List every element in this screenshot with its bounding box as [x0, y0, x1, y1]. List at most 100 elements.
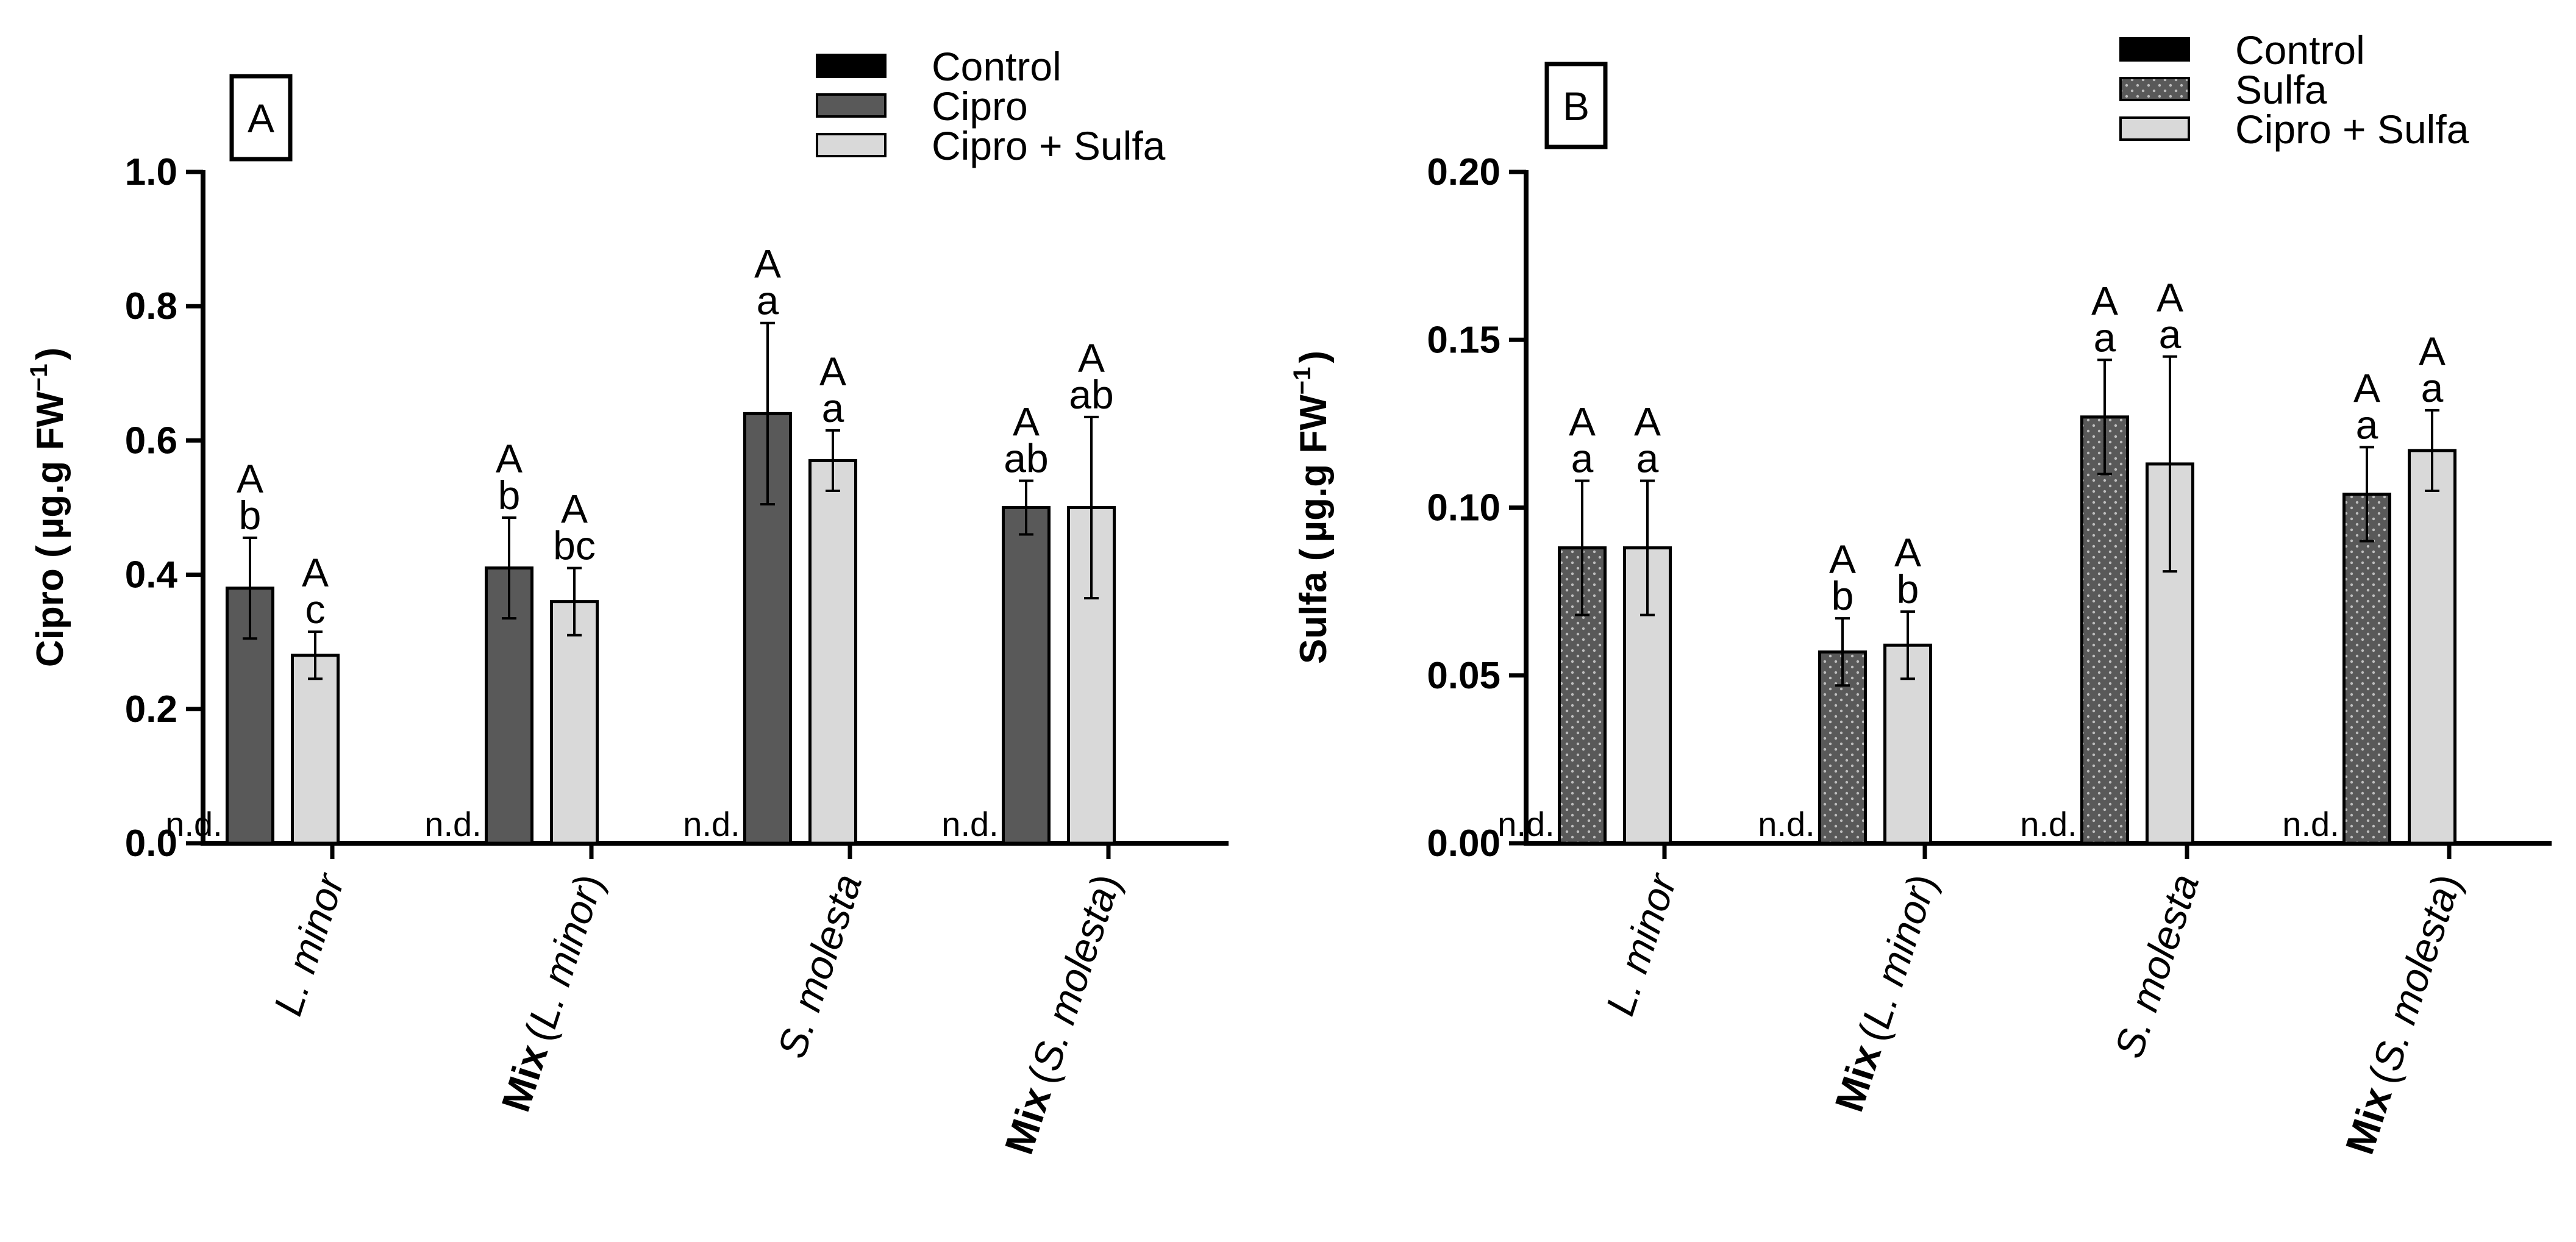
significance-lower-letter: a	[1636, 435, 1659, 480]
significance-lower-letter: a	[757, 278, 779, 323]
category-italic-part: L. minor	[265, 867, 353, 1021]
y-axis-label-close: )	[1293, 351, 1335, 363]
nd-label: n.d.	[2282, 805, 2339, 843]
x-category-label: L. minor	[1597, 867, 1685, 1021]
nd-label: n.d.	[2020, 805, 2077, 843]
significance-lower-letter: ab	[1069, 372, 1113, 417]
y-tick-label: 0.6	[125, 419, 177, 462]
significance-upper-letter: A	[2353, 365, 2380, 410]
x-category-label: Mix(S. molesta)	[996, 868, 1129, 1159]
nd-label: n.d.	[1758, 805, 1814, 843]
significance-upper-letter: A	[1829, 537, 1856, 582]
significance-upper-letter: A	[1634, 399, 1661, 444]
significance-lower-letter: b	[239, 493, 262, 538]
nd-label: n.d.	[1497, 805, 1554, 843]
significance-lower-letter: b	[1897, 566, 1919, 612]
category-italic-part: L. minor	[519, 880, 608, 1033]
significance-upper-letter: A	[237, 456, 263, 501]
category-bold-part: Mix	[493, 1039, 556, 1117]
panel-label-box	[1544, 62, 1608, 149]
category-bold-part: Mix	[2336, 1082, 2400, 1160]
legend-label: Cipro	[932, 84, 1028, 129]
legend-swatch-dark-gray	[816, 93, 887, 118]
y-tick-label: 0.8	[125, 285, 177, 327]
bar	[2408, 449, 2456, 845]
bar	[550, 600, 599, 845]
significance-upper-letter: A	[819, 349, 846, 394]
category-bold-part: Mix	[996, 1082, 1059, 1160]
significance-lower-letter: a	[1571, 435, 1594, 480]
legend-swatch-solid-black	[816, 54, 887, 78]
nd-label: n.d.	[424, 805, 481, 843]
legend-label: Cipro + Sulfa	[2235, 107, 2469, 152]
legend-swatch-solid-black	[2119, 37, 2190, 62]
legend-label: Cipro + Sulfa	[932, 123, 1166, 168]
bar	[2080, 415, 2129, 845]
y-axis-label-unit: µg.g FW	[1293, 394, 1335, 543]
y-axis-label-main: Sulfa (	[1293, 548, 1335, 664]
significance-upper-letter: A	[1894, 530, 1921, 575]
panel-b: 0.00 0.05 0.10 0.15 0.20 Sulfa (µg.g FW−1) B Co…	[1289, 27, 2552, 1160]
legend-label: Sulfa	[2235, 67, 2327, 112]
x-category-label: S. molesta	[2106, 868, 2208, 1063]
significance-lower-letter: a	[2094, 315, 2116, 360]
x-category-label: Mix(S. molesta)	[2336, 868, 2469, 1159]
significance-upper-letter: A	[2091, 278, 2118, 323]
panel-label: B	[1563, 84, 1589, 129]
significance-upper-letter: A	[1013, 399, 1040, 444]
x-category-label: Mix(L. minor)	[493, 868, 612, 1116]
y-axis-label-close: )	[29, 348, 71, 360]
significance-lower-letter: ab	[1004, 435, 1048, 480]
significance-lower-letter: a	[2159, 312, 2182, 357]
legend-label: Control	[932, 44, 1061, 89]
y-axis-label-unit: µg.g FW	[29, 391, 71, 540]
legend-swatch-light-gray	[816, 133, 887, 157]
significance-lower-letter: a	[2421, 365, 2444, 410]
legend-swatch-dotted-dark	[2119, 77, 2190, 101]
y-tick-label: 0.20	[1427, 151, 1500, 193]
legend-swatch-light-gray	[2119, 116, 2190, 141]
panel-label-box	[229, 74, 293, 162]
nd-label: n.d.	[165, 805, 222, 843]
category-bold-part: Mix	[1826, 1039, 1889, 1117]
bar	[1002, 506, 1051, 845]
category-italic-part: S. molesta	[2106, 868, 2208, 1063]
significance-upper-letter: A	[561, 487, 588, 532]
category-italic-part: L. minor	[1853, 880, 1941, 1033]
y-tick-label: 0.10	[1427, 487, 1500, 529]
y-axis-label: Sulfa (µg.g FW−1)	[1289, 351, 1335, 664]
y-tick-label: 0.4	[125, 554, 178, 596]
x-category-label: Mix(L. minor)	[1826, 868, 1945, 1116]
significance-lower-letter: bc	[553, 523, 596, 568]
y-axis-label: Cipro ( µg.g FW−1)	[26, 348, 71, 667]
y-tick-label: 0.05	[1427, 655, 1500, 697]
significance-upper-letter: A	[302, 550, 329, 595]
y-axis-label-main: Cipro (	[29, 545, 71, 667]
y-tick-label: 1.0	[125, 151, 177, 193]
significance-upper-letter: A	[754, 241, 781, 287]
bar	[291, 654, 340, 845]
significance-lower-letter: b	[1832, 573, 1854, 618]
y-tick-label: 0.2	[125, 688, 177, 730]
panel-label: A	[248, 96, 274, 141]
significance-upper-letter: A	[1569, 399, 1596, 444]
category-italic-part: S. molesta	[2364, 881, 2466, 1076]
significance-lower-letter: b	[498, 473, 521, 518]
significance-lower-letter: a	[822, 385, 844, 430]
y-axis-label-exponent: −1	[26, 363, 52, 391]
bar	[2342, 492, 2391, 845]
significance-upper-letter: A	[496, 436, 523, 481]
y-tick-label: 0.0	[125, 823, 177, 865]
y-tick-label: 0.00	[1427, 823, 1500, 865]
category-italic-part: S. molesta	[1023, 881, 1125, 1076]
y-tick-label: 0.15	[1427, 319, 1500, 361]
category-italic-part: S. molesta	[769, 868, 871, 1063]
significance-lower-letter: a	[2356, 402, 2378, 447]
x-category-label: S. molesta	[769, 868, 871, 1063]
significance-upper-letter: A	[2419, 329, 2446, 374]
legend-label: Control	[2235, 27, 2365, 73]
significance-upper-letter: A	[1078, 335, 1105, 380]
bar	[808, 459, 857, 845]
significance-lower-letter: c	[305, 587, 326, 632]
